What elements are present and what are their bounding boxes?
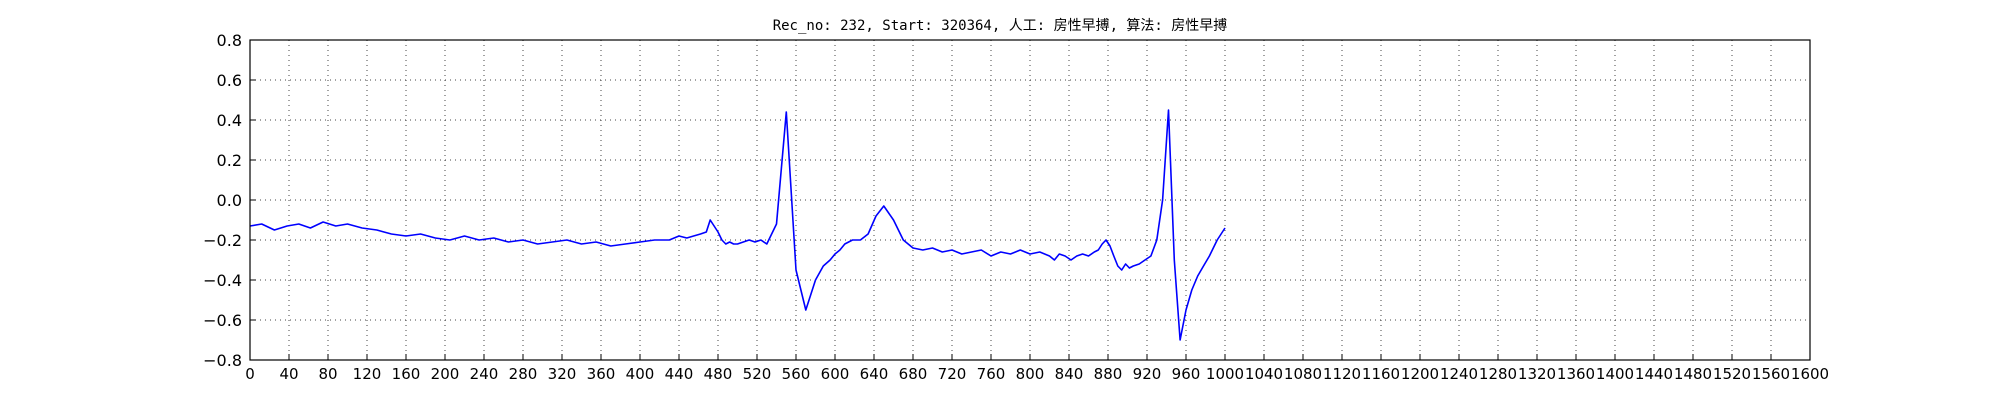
x-tick-label: 1040: [1245, 365, 1283, 383]
x-tick-label: 600: [821, 365, 850, 383]
x-tick-label: 1240: [1440, 365, 1478, 383]
y-tick-label: −0.4: [203, 271, 242, 290]
x-tick-label: 1080: [1284, 365, 1322, 383]
x-tick-label: 1160: [1362, 365, 1400, 383]
x-tick-label: 640: [860, 365, 889, 383]
x-tick-label: 40: [279, 365, 298, 383]
x-tick-label: 880: [1094, 365, 1123, 383]
y-tick-label: 0.4: [217, 111, 242, 130]
x-tick-label: 520: [743, 365, 772, 383]
x-tick-label: 200: [431, 365, 460, 383]
x-tick-label: 160: [392, 365, 421, 383]
ecg-trace: [250, 110, 1225, 340]
x-tick-label: 1280: [1479, 365, 1517, 383]
x-tick-label: 840: [1055, 365, 1084, 383]
y-axis: −0.8 −0.6 −0.4 −0.2 0.0 0.2 0.4 0.6 0.8: [203, 31, 256, 370]
x-tick-label: 1600: [1791, 365, 1829, 383]
x-tick-label: 960: [1172, 365, 1201, 383]
x-tick-label: 1520: [1713, 365, 1751, 383]
series: [250, 110, 1225, 340]
x-tick-label: 800: [1016, 365, 1045, 383]
x-tick-label: 1000: [1206, 365, 1244, 383]
x-tick-label: 0: [245, 365, 255, 383]
x-tick-label: 1120: [1323, 365, 1361, 383]
x-tick-label: 1200: [1401, 365, 1439, 383]
x-axis: 0 40 80 120 160 200 240 280 320 360 400 440 480 520 56…: [245, 354, 1829, 383]
x-tick-label: 560: [782, 365, 811, 383]
y-tick-label: 0.0: [217, 191, 242, 210]
y-tick-label: 0.8: [217, 31, 242, 50]
y-tick-label: −0.2: [203, 231, 242, 250]
chart-title: Rec_no: 232, Start: 320364, 人工: 房性早搏, 算法…: [773, 17, 1228, 34]
x-tick-label: 680: [899, 365, 928, 383]
x-tick-label: 440: [665, 365, 694, 383]
x-tick-label: 360: [587, 365, 616, 383]
x-tick-label: 1360: [1557, 365, 1595, 383]
x-tick-label: 1560: [1752, 365, 1790, 383]
x-tick-label: 400: [626, 365, 655, 383]
x-tick-label: 1320: [1518, 365, 1556, 383]
x-tick-label: 280: [509, 365, 538, 383]
x-tick-label: 80: [318, 365, 337, 383]
x-tick-label: 920: [1133, 365, 1162, 383]
x-tick-label: 240: [470, 365, 499, 383]
grid: [250, 40, 1810, 360]
x-tick-label: 760: [977, 365, 1006, 383]
y-tick-label: 0.6: [217, 71, 242, 90]
x-tick-label: 1440: [1635, 365, 1673, 383]
x-tick-label: 1480: [1674, 365, 1712, 383]
y-tick-label: 0.2: [217, 151, 242, 170]
x-tick-label: 720: [938, 365, 967, 383]
x-tick-label: 120: [353, 365, 382, 383]
x-tick-label: 320: [548, 365, 577, 383]
x-tick-label: 1400: [1596, 365, 1634, 383]
y-tick-label: −0.6: [203, 311, 242, 330]
x-tick-label: 480: [704, 365, 733, 383]
y-tick-label: −0.8: [203, 351, 242, 370]
